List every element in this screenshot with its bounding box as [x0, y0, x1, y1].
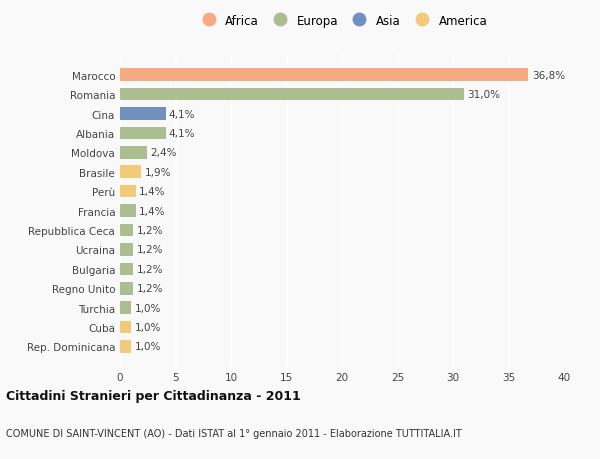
Bar [120, 282, 133, 295]
Text: 4,1%: 4,1% [169, 129, 196, 139]
Bar [120, 108, 166, 121]
Text: 1,2%: 1,2% [137, 225, 163, 235]
Text: 1,2%: 1,2% [137, 284, 163, 294]
Bar [120, 127, 166, 140]
Text: Cittadini Stranieri per Cittadinanza - 2011: Cittadini Stranieri per Cittadinanza - 2… [6, 389, 301, 403]
Bar [120, 205, 136, 218]
Text: COMUNE DI SAINT-VINCENT (AO) - Dati ISTAT al 1° gennaio 2011 - Elaborazione TUTT: COMUNE DI SAINT-VINCENT (AO) - Dati ISTA… [6, 428, 462, 438]
Bar [120, 147, 146, 159]
Text: 1,2%: 1,2% [137, 264, 163, 274]
Text: 4,1%: 4,1% [169, 109, 196, 119]
Bar [120, 69, 529, 82]
Text: 2,4%: 2,4% [150, 148, 176, 158]
Bar [120, 341, 131, 353]
Text: 31,0%: 31,0% [467, 90, 500, 100]
Text: 1,9%: 1,9% [145, 168, 171, 177]
Bar [120, 166, 141, 179]
Legend: Africa, Europa, Asia, America: Africa, Europa, Asia, America [193, 11, 491, 31]
Text: 1,4%: 1,4% [139, 206, 166, 216]
Text: 1,4%: 1,4% [139, 187, 166, 197]
Bar [120, 244, 133, 256]
Bar [120, 185, 136, 198]
Text: 1,2%: 1,2% [137, 245, 163, 255]
Text: 1,0%: 1,0% [134, 342, 161, 352]
Bar [120, 302, 131, 314]
Bar [120, 224, 133, 237]
Bar [120, 89, 464, 101]
Text: 36,8%: 36,8% [532, 71, 565, 80]
Bar [120, 263, 133, 275]
Text: 1,0%: 1,0% [134, 322, 161, 332]
Text: 1,0%: 1,0% [134, 303, 161, 313]
Bar [120, 321, 131, 334]
